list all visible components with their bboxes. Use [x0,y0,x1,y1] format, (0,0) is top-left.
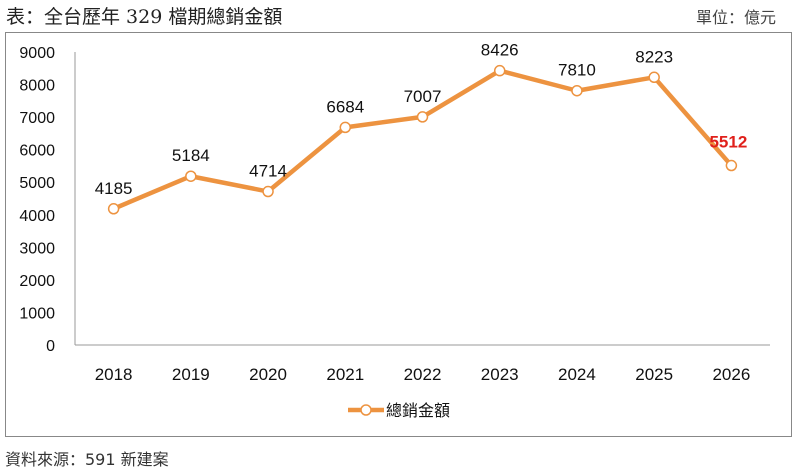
y-tick-label: 2000 [19,273,55,290]
chart-frame [5,32,792,437]
x-tick-label: 2019 [172,365,210,384]
x-tick-label: 2025 [635,365,673,384]
legend-label: 總銷金額 [386,401,450,420]
y-tick-label: 0 [46,338,55,355]
y-tick-label: 7000 [19,110,55,127]
y-tick-label: 6000 [19,143,55,160]
data-point [262,185,274,198]
data-label: 8223 [635,47,673,66]
data-label: 5184 [172,146,210,165]
unit-label: 單位：億元 [695,8,776,27]
data-label: 8426 [481,41,519,60]
chart-title: 表：全台歷年 329 檔期總銷金額 [6,6,283,28]
source-note: 資料來源：591 新建案 [5,450,169,469]
data-label: 7810 [558,61,596,80]
data-point [725,159,738,172]
x-tick-label: 2022 [404,365,442,384]
y-tick-label: 1000 [19,305,55,322]
data-point [493,64,506,77]
y-tick-label: 3000 [19,240,55,257]
data-point [185,170,197,182]
data-label: 5512 [709,133,747,152]
data-label: 6684 [326,97,364,116]
data-label: 7007 [404,87,442,106]
x-tick-label: 2021 [326,365,364,384]
x-tick-label: 2020 [249,365,287,384]
data-label: 4185 [95,179,133,198]
legend-marker [360,404,372,416]
x-tick-label: 2026 [712,365,750,384]
x-tick-label: 2018 [95,365,133,384]
data-point [107,203,120,215]
y-tick-label: 5000 [19,175,55,192]
x-tick-label: 2024 [558,365,596,384]
data-label: 4714 [249,162,287,181]
x-tick-label: 2023 [481,365,519,384]
data-point [648,71,660,84]
y-tick-label: 9000 [19,45,55,62]
data-point [571,84,583,97]
y-tick-label: 4000 [19,208,55,225]
y-tick-label: 8000 [19,78,55,95]
data-point [416,111,429,123]
data-point [339,121,352,134]
